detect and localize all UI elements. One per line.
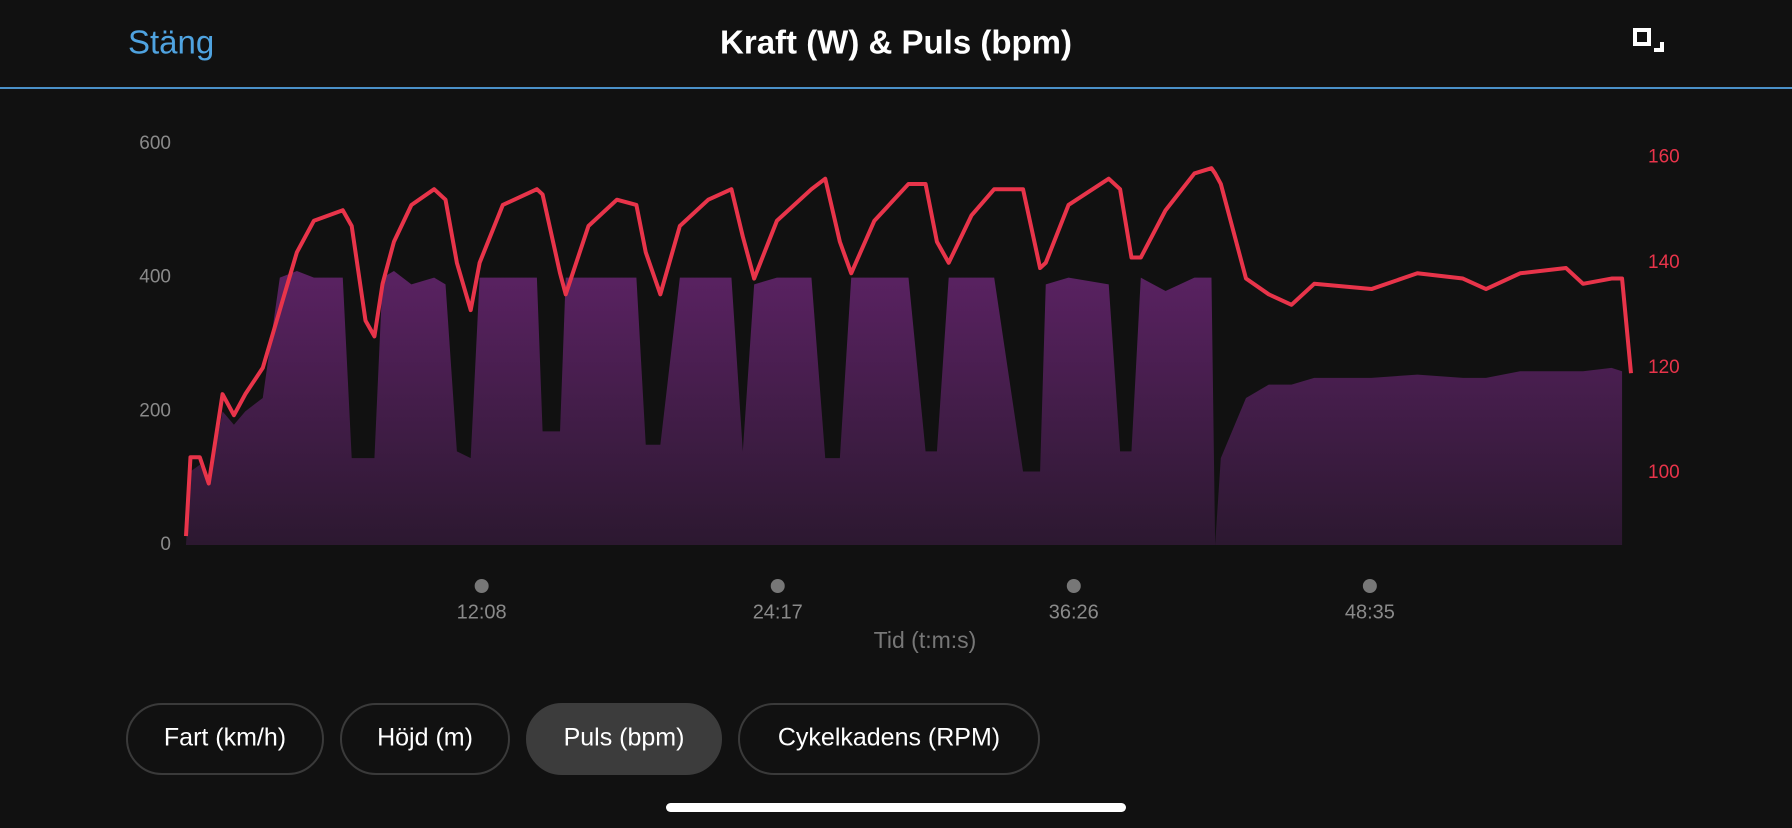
home-indicator xyxy=(666,803,1126,812)
tab-button[interactable] xyxy=(126,703,324,775)
y-tick-label: 0 xyxy=(160,534,171,555)
tab-button[interactable] xyxy=(526,703,722,775)
close-button[interactable]: Stäng xyxy=(128,24,214,61)
x-tick-label: 12:08 xyxy=(457,601,507,623)
tab-button[interactable] xyxy=(738,703,1040,775)
x-tick-label: 48:35 xyxy=(1345,601,1395,623)
screen-title: Kraft (W) & Puls (bpm) xyxy=(720,24,1072,61)
power-area xyxy=(186,270,1623,545)
y-tick-label: 400 xyxy=(139,267,171,288)
tab-button-label[interactable]: Cykelkadens (RPM) xyxy=(778,724,1000,752)
y2-tick-label: 100 xyxy=(1648,462,1680,483)
y-tick-label: 200 xyxy=(139,400,171,421)
y2-tick-label: 120 xyxy=(1648,357,1680,378)
y2-tick-label: 160 xyxy=(1648,147,1680,168)
tab-button-label[interactable]: Puls (bpm) xyxy=(564,724,685,752)
y2-tick-label: 140 xyxy=(1648,252,1680,273)
x-tick-dot xyxy=(474,579,489,593)
tab-button-label[interactable]: Höjd (m) xyxy=(377,724,473,752)
x-tick-label: 24:17 xyxy=(753,601,803,623)
x-tick-dot xyxy=(1066,579,1081,593)
tab-button-label[interactable]: Fart (km/h) xyxy=(164,724,286,752)
plot: 0 200 400 600 100 120 140 160 12:08 24:17 36:26 48:… xyxy=(139,133,1679,623)
x-tick-dot xyxy=(770,579,785,593)
y-tick-label: 600 xyxy=(139,133,171,154)
x-axis-label: Tid (t:m:s) xyxy=(874,627,977,653)
fullscreen-icon[interactable] xyxy=(1633,28,1664,52)
button-bar: Fart (km/h) Höjd (m) Puls (bpm) Cykelkadens… xyxy=(126,703,1040,775)
x-tick-dot xyxy=(1362,579,1377,593)
x-tick-label: 36:26 xyxy=(1049,601,1099,623)
tab-button[interactable] xyxy=(340,703,510,775)
heart-rate-line xyxy=(184,166,1633,537)
